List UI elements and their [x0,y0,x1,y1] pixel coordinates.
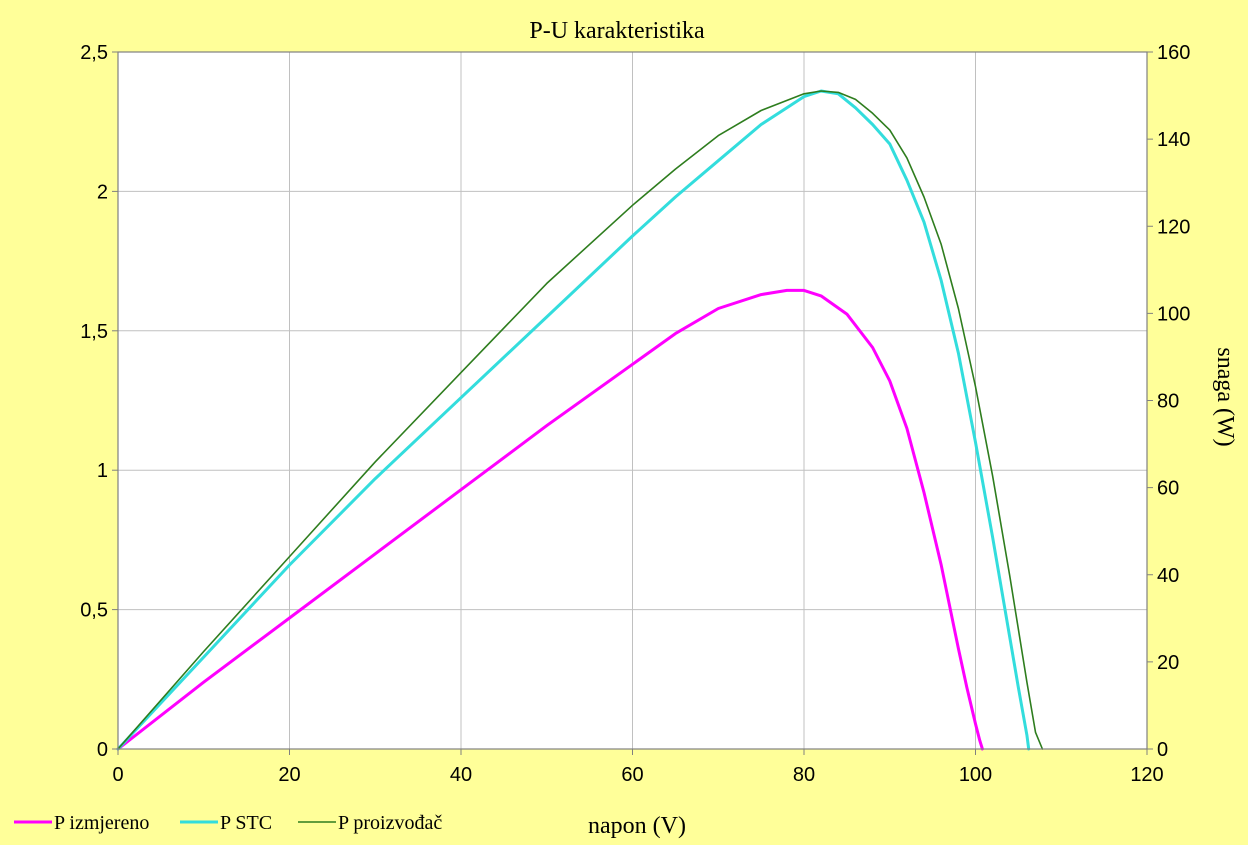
x-tick-label: 20 [278,764,300,786]
y2-tick-label: 60 [1157,478,1179,500]
series-layer [116,89,1044,751]
y-tick-label: 0,5 [80,600,108,622]
x-tick-label: 60 [621,764,643,786]
x-tick-label: 80 [793,764,815,786]
y-tick-label: 2,5 [80,42,108,64]
legend-entry: P proizvođač [338,812,442,834]
y2-axis-label: snaga (W) [1212,347,1238,446]
y2-tick-label: 40 [1157,565,1179,587]
x-tick-label: 0 [112,764,123,786]
y2-tick-label: 160 [1157,42,1190,64]
x-tick-label: 100 [959,764,992,786]
x-axis-ticks: 0 20 40 60 80 100 120 [112,749,1164,786]
y-tick-label: 0 [97,739,108,761]
x-tick-label: 40 [450,764,472,786]
y2-axis-ticks: 0 20 40 60 80 100 120 140 160 [1147,42,1190,761]
series-line-1 [116,288,984,751]
x-tick-label: 120 [1130,764,1163,786]
chart-title: P-U karakteristika [529,18,705,44]
y2-tick-label: 120 [1157,216,1190,238]
legend: P izmjereno P STC P proizvođač [14,812,442,834]
y2-tick-label: 0 [1157,739,1168,761]
y2-tick-label: 80 [1157,391,1179,413]
y-tick-label: 1,5 [80,321,108,343]
y-axis-ticks: 0 0,5 1 1,5 2 2,5 [80,42,118,761]
y-tick-label: 1 [97,460,108,482]
y2-tick-label: 100 [1157,303,1190,325]
series-line-2 [116,89,1031,751]
legend-entry: P izmjereno [54,812,149,834]
y-tick-label: 2 [97,181,108,203]
x-axis-label: napon (V) [588,813,686,839]
y2-tick-label: 20 [1157,652,1179,674]
legend-entry: P STC [220,812,272,834]
series-line-3 [117,90,1044,750]
y2-tick-label: 140 [1157,129,1190,151]
